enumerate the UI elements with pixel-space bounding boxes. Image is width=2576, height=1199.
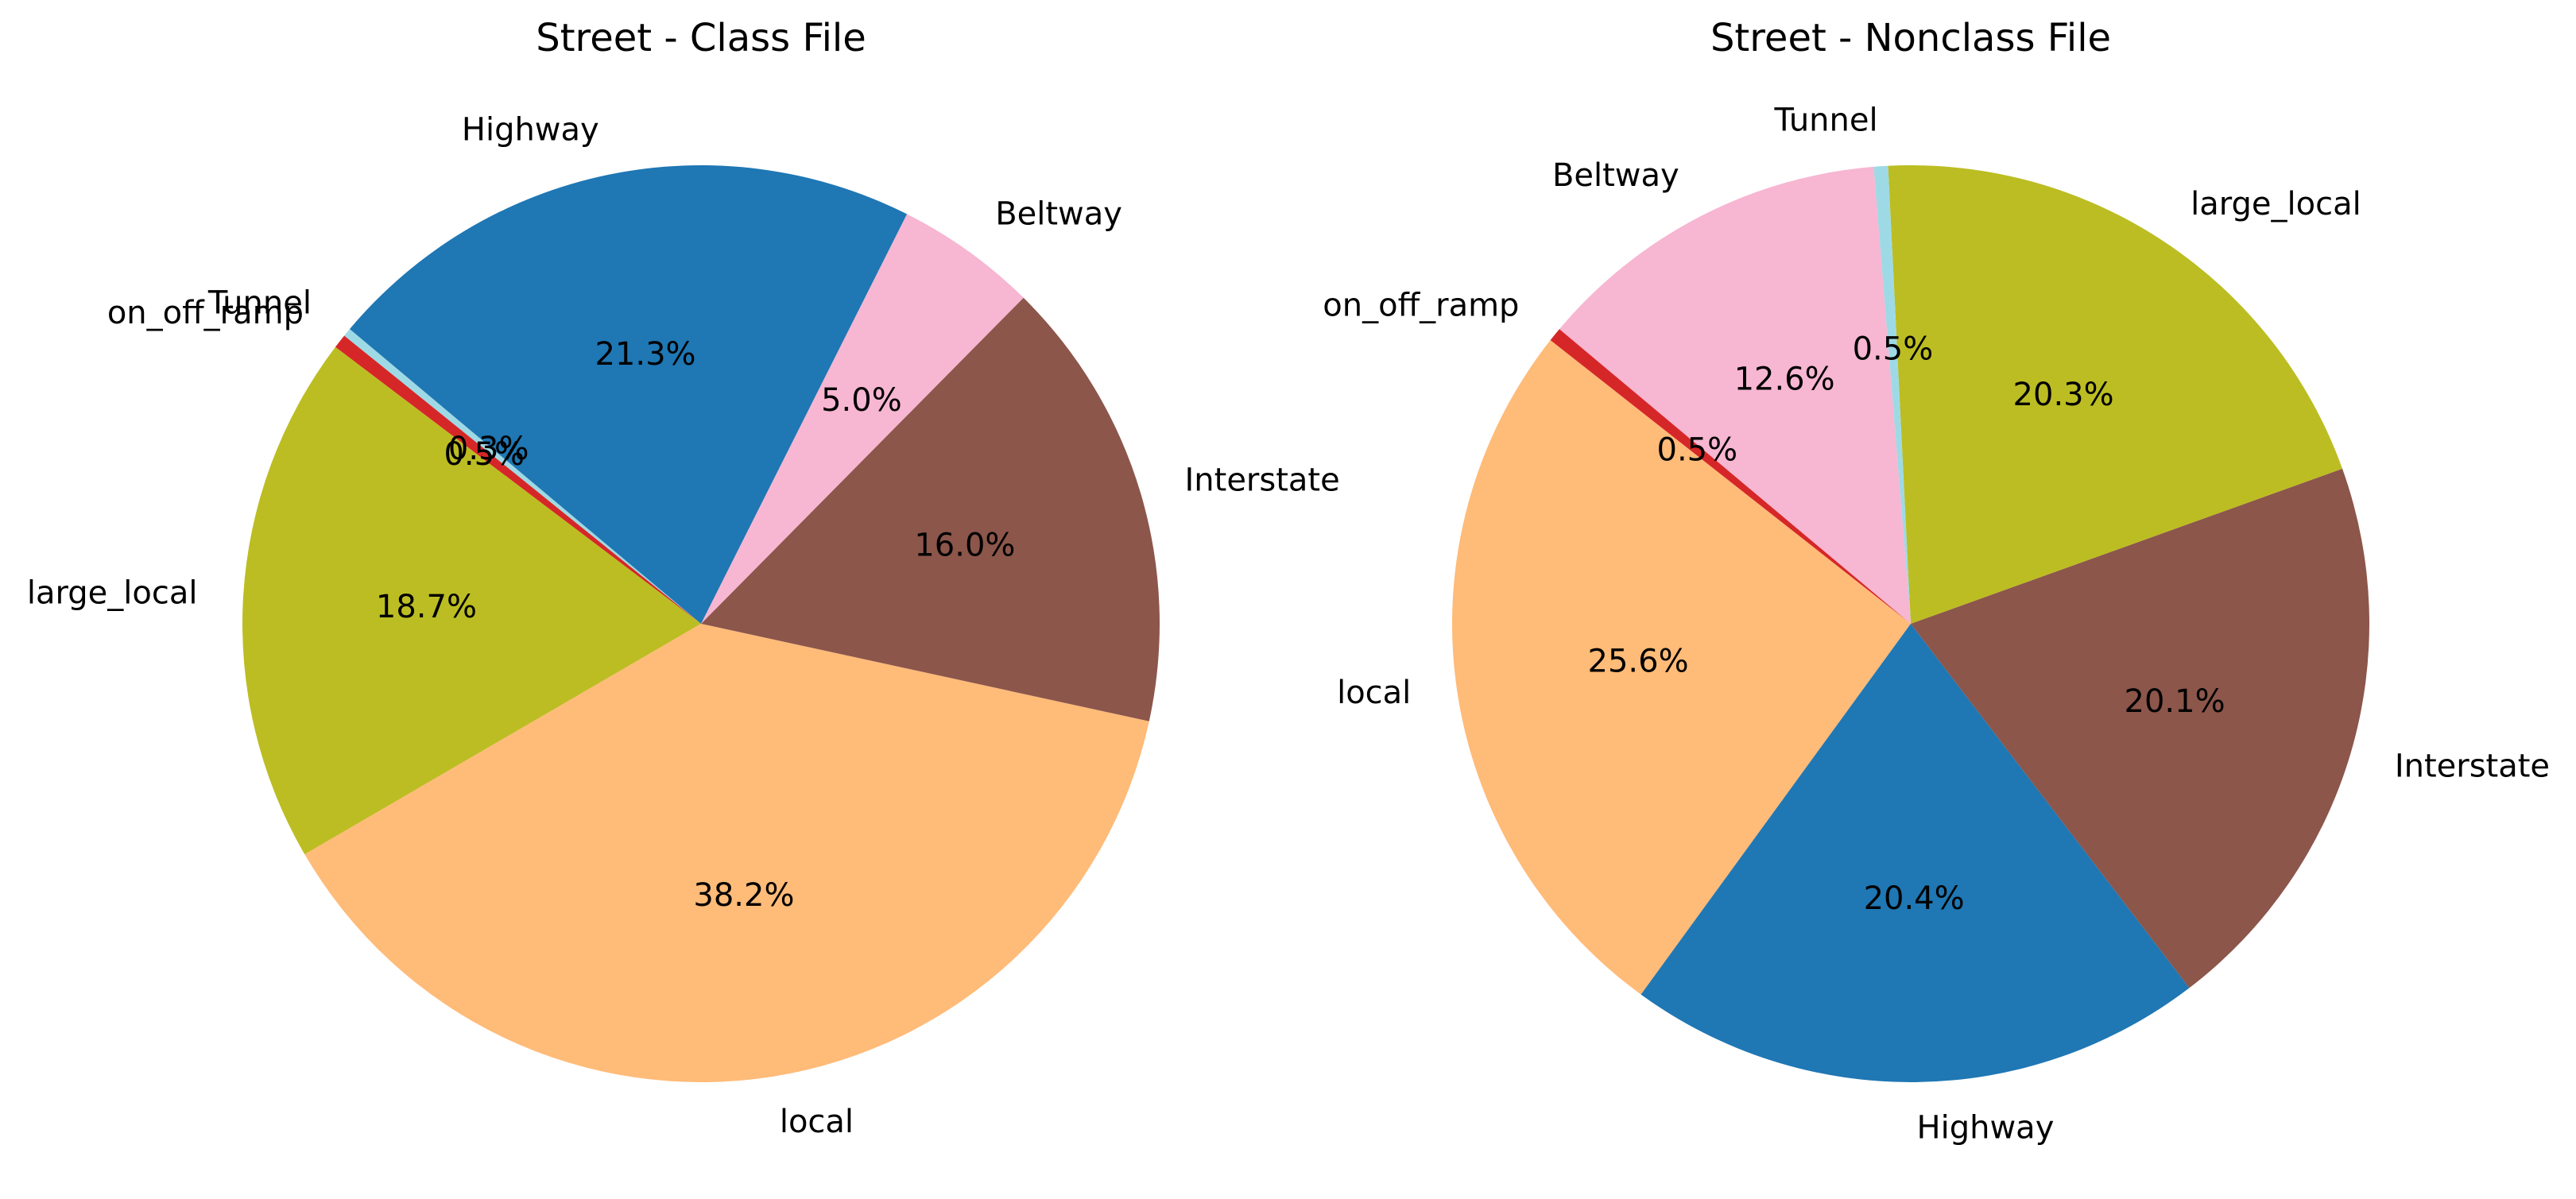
pie-slice-tunnel — [344, 329, 701, 624]
slice-label-large-local: large_local — [27, 575, 198, 612]
slice-percent-on-off-ramp: 0.5% — [444, 436, 525, 473]
pie-slice-on-off-ramp — [1550, 329, 1911, 624]
slice-label-interstate: Interstate — [1184, 462, 1339, 499]
slice-label-tunnel: Tunnel — [207, 285, 312, 322]
slice-label-local: local — [1337, 675, 1411, 711]
chart-title-nonclass-file: Street - Nonclass File — [1710, 16, 2111, 60]
slice-percent-tunnel: 0.3% — [448, 431, 529, 467]
slice-percent-local: 38.2% — [693, 877, 794, 914]
slice-label-highway: Highway — [1917, 1110, 2055, 1147]
slice-label-large-local: large_local — [2191, 186, 2361, 222]
pie-slice-tunnel — [1873, 165, 1911, 624]
slice-percent-local: 25.6% — [1588, 643, 1689, 679]
pie-chart-nonclass-file: Street - Nonclass File on_off_ramp 0.5% lo… — [1323, 16, 2550, 1147]
pie-slice-local — [1452, 340, 1911, 995]
slice-percent-beltway: 5.0% — [821, 382, 902, 419]
pie-slice-interstate — [701, 297, 1160, 721]
pie-slice-large-local — [1888, 165, 2343, 625]
pie-slice-large-local — [242, 346, 701, 855]
slice-label-on-off-ramp: on_off_ramp — [1323, 288, 1519, 324]
pie-slices-nonclass-file — [1452, 165, 2369, 1082]
slice-percent-highway: 20.4% — [1864, 880, 1965, 917]
slice-percent-highway: 21.3% — [595, 336, 695, 373]
pie-slice-beltway — [1559, 166, 1911, 624]
slice-percent-tunnel: 0.5% — [1853, 331, 1934, 368]
slice-label-tunnel: Tunnel — [1773, 102, 1877, 139]
slice-percent-beltway: 12.6% — [1734, 361, 1835, 397]
pie-slice-highway — [1641, 624, 2190, 1082]
pie-slice-highway — [349, 164, 908, 624]
pie-labels-nonclass-file: on_off_ramp 0.5% local 25.6% Highway 20.4% Int… — [1323, 102, 2550, 1147]
slice-percent-on-off-ramp: 0.5% — [1657, 432, 1738, 469]
slice-label-interstate: Interstate — [2395, 748, 2550, 784]
pie-chart-class-file: Street - Class File Tunnel 0.3% on_off_ram… — [27, 16, 1340, 1140]
slice-percent-interstate: 16.0% — [914, 528, 1015, 564]
pie-slice-on-off-ramp — [335, 335, 701, 624]
slice-label-local: local — [780, 1104, 854, 1140]
pie-slice-interstate — [1911, 468, 2369, 988]
pie-slice-local — [304, 624, 1149, 1082]
slice-label-on-off-ramp: on_off_ramp — [107, 295, 304, 331]
pie-slices-class-file — [242, 164, 1160, 1082]
pie-labels-class-file: Tunnel 0.3% on_off_ramp 0.5% large_local 18.7… — [27, 111, 1340, 1140]
slice-percent-interstate: 20.1% — [2125, 683, 2225, 720]
slice-label-highway: Highway — [462, 111, 599, 148]
slice-label-beltway: Beltway — [995, 195, 1122, 232]
chart-title-class-file: Street - Class File — [536, 16, 866, 60]
slice-percent-large-local: 18.7% — [376, 589, 477, 625]
slice-percent-large-local: 20.3% — [2013, 377, 2114, 413]
pie-slice-beltway — [701, 214, 1024, 625]
slice-label-beltway: Beltway — [1552, 157, 1679, 194]
